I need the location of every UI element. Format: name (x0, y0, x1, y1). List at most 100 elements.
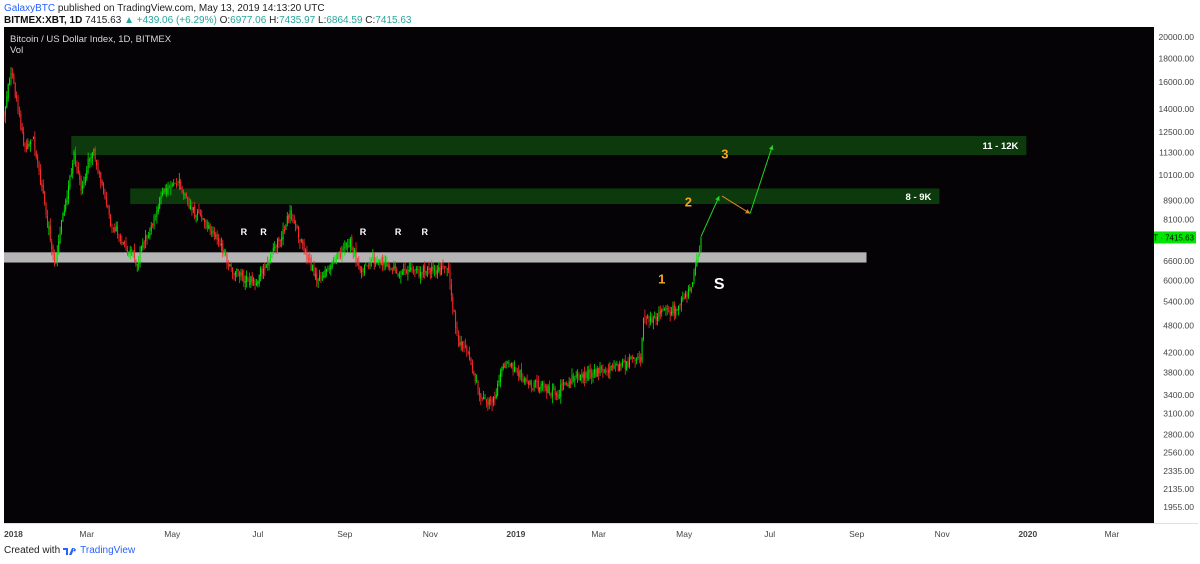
candle-body (188, 203, 190, 208)
wave-label: 2 (685, 194, 692, 209)
candle-body (696, 258, 698, 266)
candle-body (377, 259, 379, 261)
candle-body (513, 366, 515, 372)
wave-label: 1 (658, 272, 665, 287)
candle-body (425, 271, 427, 274)
candle-body (589, 369, 591, 373)
price-tick-label: 2335.00 (1163, 466, 1194, 476)
candle-body (312, 265, 314, 271)
candle-body (285, 225, 287, 230)
candle-body (205, 221, 207, 223)
candle-body (441, 266, 443, 275)
time-tick-label: 2018 (4, 529, 23, 539)
candle-body (664, 309, 666, 311)
candle-body (389, 265, 391, 269)
candle-body (685, 293, 687, 298)
candle-body (212, 230, 214, 233)
candle-body (554, 388, 556, 395)
author-link[interactable]: GalaxyBTC (4, 3, 56, 14)
tradingview-brand[interactable]: TradingView (80, 545, 136, 556)
candle-body (276, 238, 278, 248)
candle-body (299, 239, 301, 242)
candle-body (572, 375, 574, 382)
candle-body (421, 272, 423, 275)
candle-body (464, 345, 466, 348)
candle-body (529, 380, 531, 385)
candle-body (626, 361, 628, 370)
candle-body (156, 210, 158, 218)
candlestick-chart[interactable]: 8 - 9K 11 - 12K R R R R R 1 2 3 S Bitcoin / US Do… (3, 27, 1154, 523)
price-tick-label: 6600.00 (1163, 256, 1194, 266)
candle-body (355, 248, 357, 262)
candle-body (692, 282, 694, 287)
candle-body (105, 197, 107, 204)
candle-body (424, 265, 426, 272)
candle-body (101, 181, 103, 186)
candle-body (342, 248, 344, 250)
candle-body (390, 269, 392, 271)
candle-body (595, 369, 597, 377)
candle-body (170, 185, 172, 189)
candle-body (3, 116, 5, 118)
zone-label: 11 - 12K (982, 141, 1018, 152)
candle-body (66, 196, 68, 202)
candle-body (230, 264, 232, 266)
candle-body (316, 273, 318, 282)
candle-body (282, 229, 284, 240)
time-tick-label: May (164, 529, 181, 539)
candle-body (578, 375, 580, 381)
price-tag-label: XBT · 7415.63 (1154, 233, 1195, 242)
resistance-zone (71, 136, 1027, 156)
chart-panel[interactable]: 8 - 9K 11 - 12K R R R R R 1 2 3 S Bitcoin / US Do… (3, 27, 1154, 523)
candle-body (557, 395, 559, 398)
resistance-r-label: R (360, 227, 367, 237)
price-tick-label: 1955.00 (1163, 502, 1194, 512)
candle-body (331, 261, 333, 267)
candle-body (39, 169, 41, 186)
candle-body (82, 185, 84, 190)
candle-body (32, 137, 34, 139)
candle-body (90, 156, 92, 163)
candle-body (89, 157, 91, 162)
candle-body (630, 357, 632, 360)
candle-body (607, 369, 609, 374)
candle-body (556, 393, 558, 397)
candle-body (682, 298, 684, 300)
candle-body (485, 399, 487, 403)
candle-body (619, 364, 621, 371)
candle-body (216, 234, 218, 240)
candle-body (581, 373, 583, 378)
candle-body (411, 267, 413, 270)
candle-body (666, 307, 668, 309)
candle-body (60, 219, 63, 233)
created-with-label: Created with (4, 545, 61, 556)
candle-body (292, 218, 294, 221)
candle-body (288, 215, 290, 220)
time-axis[interactable]: 2018 Mar May Jul Sep Nov 2019 Mar May Jul Sep Nov 20… (4, 523, 1198, 544)
candle-body (699, 250, 701, 255)
candle-body (575, 375, 577, 377)
candle-body (49, 225, 51, 241)
candle-body (658, 312, 660, 318)
candle-body (476, 380, 478, 382)
candle-body (467, 352, 469, 354)
candle-body (661, 310, 663, 313)
candle-body (46, 216, 48, 228)
candle-body (319, 275, 321, 281)
candle-body (520, 369, 523, 380)
candle-body (27, 143, 29, 150)
candle-body (58, 241, 60, 253)
price-axis[interactable]: 20000.00 18000.00 16000.00 14000.00 12500.00… (1126, 27, 1198, 523)
candle-body (463, 347, 465, 349)
candle-body (678, 305, 680, 311)
candle-body (628, 359, 630, 367)
candle-body (460, 342, 462, 346)
candle-body (234, 271, 236, 276)
candle-body (643, 317, 645, 340)
candle-body (490, 398, 492, 402)
candle-body (665, 307, 667, 311)
candle-body (645, 319, 647, 320)
candle-body (229, 264, 231, 267)
candle-body (563, 382, 565, 384)
candle-body (272, 247, 274, 255)
